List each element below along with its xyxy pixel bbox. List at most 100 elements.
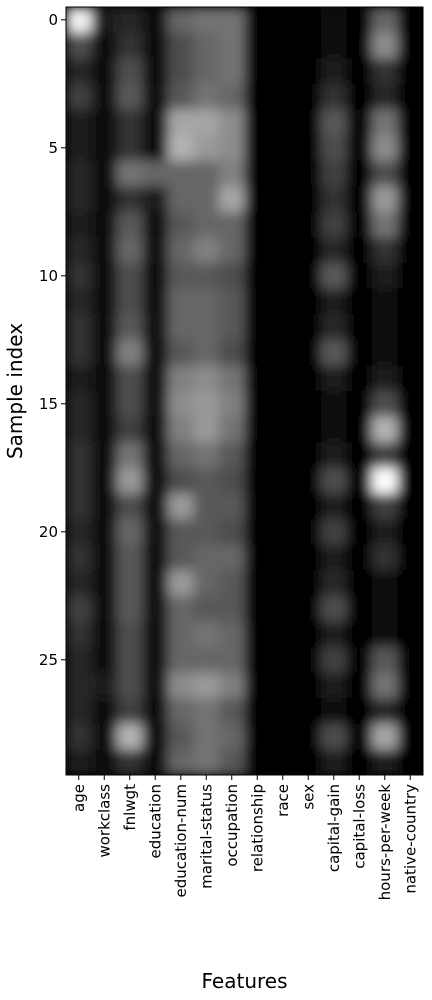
heatmap-cell bbox=[168, 263, 194, 290]
heatmap-cell bbox=[219, 7, 245, 34]
heatmap-cell bbox=[193, 288, 220, 315]
heatmap-cell bbox=[219, 160, 245, 187]
heatmap-cell bbox=[66, 339, 92, 366]
heatmap-cell bbox=[193, 442, 220, 469]
heatmap-cell bbox=[219, 672, 245, 699]
heatmap-cell bbox=[397, 391, 423, 418]
heatmap-cell bbox=[346, 263, 373, 290]
heatmap-cell bbox=[397, 314, 423, 341]
heatmap-cell bbox=[168, 442, 194, 469]
heatmap-cell bbox=[91, 109, 118, 136]
heatmap-cell bbox=[244, 391, 271, 418]
heatmap-cell bbox=[66, 7, 92, 34]
heatmap-cell bbox=[244, 544, 271, 571]
heatmap-cell bbox=[117, 263, 143, 290]
heatmap-cell bbox=[397, 83, 423, 110]
heatmap-cell bbox=[193, 160, 220, 187]
heatmap-cell bbox=[321, 7, 347, 34]
heatmap-cell bbox=[321, 339, 347, 366]
heatmap-cell bbox=[270, 237, 296, 264]
heatmap-cell bbox=[372, 288, 398, 315]
heatmap-cell bbox=[397, 211, 423, 238]
heatmap-cell bbox=[270, 211, 296, 238]
heatmap-cell bbox=[346, 314, 373, 341]
heatmap-cell bbox=[244, 58, 271, 85]
heatmap-cell bbox=[372, 442, 398, 469]
heatmap-cell bbox=[117, 749, 143, 775]
heatmap-cell bbox=[295, 749, 322, 775]
heatmap-cell bbox=[270, 467, 296, 494]
heatmap-cell bbox=[270, 570, 296, 597]
heatmap-cell bbox=[168, 672, 194, 699]
heatmap-cell bbox=[117, 58, 143, 85]
heatmap-cell bbox=[321, 595, 347, 622]
heatmap-cell bbox=[142, 723, 169, 750]
heatmap-cell bbox=[91, 339, 118, 366]
heatmap-cell bbox=[117, 211, 143, 238]
heatmap-cell bbox=[346, 595, 373, 622]
heatmap-cell bbox=[244, 698, 271, 725]
heatmap-cell bbox=[193, 32, 220, 59]
heatmap-cell bbox=[270, 288, 296, 315]
heatmap-cell bbox=[270, 749, 296, 775]
heatmap-cell bbox=[168, 365, 194, 392]
heatmap-cell bbox=[321, 493, 347, 520]
heatmap-cell bbox=[321, 416, 347, 443]
heatmap-cell bbox=[244, 263, 271, 290]
heatmap-cell bbox=[193, 83, 220, 110]
heatmap-cell bbox=[219, 365, 245, 392]
heatmap-cell bbox=[219, 109, 245, 136]
heatmap-cell bbox=[219, 58, 245, 85]
heatmap-cell bbox=[321, 647, 347, 674]
heatmap-cell bbox=[117, 416, 143, 443]
heatmap-cell bbox=[117, 7, 143, 34]
heatmap-cell bbox=[321, 211, 347, 238]
heatmap-cell bbox=[295, 314, 322, 341]
heatmap-cell bbox=[117, 391, 143, 418]
heatmap-cell bbox=[219, 237, 245, 264]
heatmap-cell bbox=[270, 493, 296, 520]
heatmap-cell bbox=[372, 493, 398, 520]
heatmap-cell bbox=[168, 698, 194, 725]
heatmap-cell bbox=[346, 749, 373, 775]
heatmap-cell bbox=[397, 109, 423, 136]
heatmap-cell bbox=[117, 83, 143, 110]
heatmap-cell bbox=[142, 467, 169, 494]
heatmap-cell bbox=[397, 749, 423, 775]
heatmap-cell bbox=[168, 647, 194, 674]
heatmap-cell bbox=[397, 595, 423, 622]
heatmap-cell bbox=[244, 416, 271, 443]
heatmap-cell bbox=[295, 186, 322, 213]
heatmap-cell bbox=[66, 493, 92, 520]
heatmap-cell bbox=[168, 160, 194, 187]
heatmap-cell bbox=[117, 467, 143, 494]
heatmap-cell bbox=[142, 570, 169, 597]
heatmap-cell bbox=[372, 58, 398, 85]
heatmap-cell bbox=[117, 698, 143, 725]
heatmap-cell bbox=[270, 698, 296, 725]
heatmap-cell bbox=[66, 160, 92, 187]
heatmap-cell bbox=[397, 32, 423, 59]
heatmap-cell bbox=[168, 32, 194, 59]
heatmap-cell bbox=[295, 365, 322, 392]
heatmap-cell bbox=[219, 442, 245, 469]
heatmap-cell bbox=[244, 570, 271, 597]
plot-frame bbox=[65, 6, 424, 776]
heatmap-cell bbox=[91, 211, 118, 238]
heatmap-cell bbox=[244, 32, 271, 59]
heatmap-cell bbox=[91, 442, 118, 469]
heatmap-cell bbox=[117, 314, 143, 341]
y-tick-label: 0 bbox=[48, 11, 58, 29]
heatmap-cell bbox=[270, 519, 296, 546]
heatmap-cell bbox=[372, 314, 398, 341]
heatmap-cell bbox=[295, 288, 322, 315]
heatmap-cell bbox=[117, 621, 143, 648]
heatmap-cell bbox=[219, 723, 245, 750]
heatmap-cell bbox=[270, 672, 296, 699]
heatmap-cell bbox=[219, 339, 245, 366]
heatmap-cell bbox=[117, 32, 143, 59]
heatmap-cell bbox=[168, 314, 194, 341]
heatmap-cell bbox=[321, 288, 347, 315]
heatmap-cell bbox=[193, 570, 220, 597]
heatmap-cell bbox=[295, 109, 322, 136]
